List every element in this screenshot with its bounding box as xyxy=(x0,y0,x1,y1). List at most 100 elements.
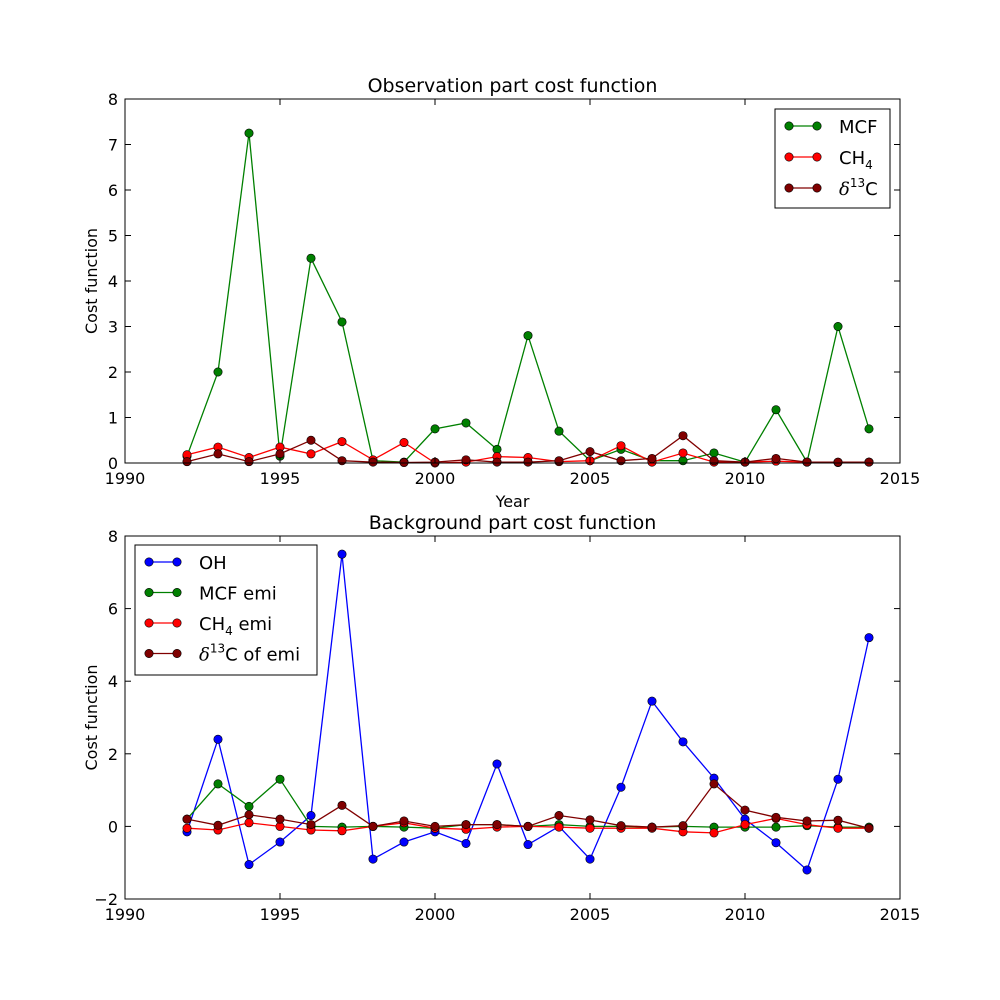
data-point xyxy=(399,837,409,847)
data-point xyxy=(213,820,223,830)
legend: OH MCF emi CH4 emi δ13C of emi xyxy=(134,544,318,676)
legend-marker xyxy=(144,587,154,597)
data-point xyxy=(337,437,347,447)
legend-label: CH4 xyxy=(839,148,873,172)
data-point xyxy=(585,823,595,833)
legend-item: MCF emi xyxy=(144,584,277,605)
legend-label-part: emi xyxy=(233,614,272,635)
data-point xyxy=(864,823,874,833)
x-tick-label: 1995 xyxy=(260,469,301,488)
data-point xyxy=(182,823,192,833)
x-axis-label: Year xyxy=(495,492,530,511)
data-point xyxy=(709,828,719,838)
data-point xyxy=(461,418,471,428)
data-point xyxy=(802,457,812,467)
legend-marker xyxy=(784,183,794,193)
y-tick-label: 8 xyxy=(108,527,118,546)
data-point xyxy=(244,818,254,828)
data-point xyxy=(771,453,781,463)
legend-label-part: 13 xyxy=(850,176,865,190)
x-tick-label: 2005 xyxy=(570,469,611,488)
x-tick-label: 1990 xyxy=(105,905,146,924)
data-point xyxy=(740,820,750,830)
data-point xyxy=(647,696,657,706)
data-point xyxy=(616,441,626,451)
legend-marker xyxy=(812,121,822,131)
series-4 xyxy=(182,779,874,833)
legend-label-part: δ xyxy=(199,645,210,666)
data-point xyxy=(306,253,316,263)
data-point xyxy=(616,821,626,831)
data-point xyxy=(244,457,254,467)
legend-marker xyxy=(812,183,822,193)
data-point xyxy=(678,431,688,441)
data-point xyxy=(678,737,688,747)
series-3 xyxy=(182,431,874,468)
legend-label-part: OH xyxy=(199,553,227,574)
data-point xyxy=(337,549,347,559)
data-point xyxy=(368,821,378,831)
data-point xyxy=(771,812,781,822)
data-point xyxy=(740,805,750,815)
data-point xyxy=(399,438,409,448)
y-tick-label: 4 xyxy=(108,272,118,291)
y-tick-label: 0 xyxy=(108,817,118,836)
data-point xyxy=(306,449,316,459)
y-tick-label: 3 xyxy=(108,318,118,337)
legend-item: MCF xyxy=(784,117,877,138)
data-point xyxy=(399,816,409,826)
legend-label: MCF emi xyxy=(199,584,277,605)
legend-label-part: 4 xyxy=(865,158,873,172)
data-point xyxy=(802,816,812,826)
legend-marker xyxy=(144,648,154,658)
data-point xyxy=(244,860,254,870)
data-point xyxy=(213,449,223,459)
data-point xyxy=(864,633,874,643)
data-point xyxy=(461,455,471,465)
x-tick-label: 2000 xyxy=(415,469,456,488)
x-tick-label: 2010 xyxy=(725,469,766,488)
data-point xyxy=(709,448,719,458)
data-point xyxy=(833,321,843,331)
series-1 xyxy=(182,128,874,467)
data-point xyxy=(833,815,843,825)
x-tick-label: 2015 xyxy=(880,469,921,488)
data-point xyxy=(678,821,688,831)
y-tick-label: 2 xyxy=(108,745,118,764)
legend-item: CH4 xyxy=(784,148,873,172)
y-tick-label: 5 xyxy=(108,227,118,246)
legend-marker xyxy=(172,557,182,567)
y-tick-label: 0 xyxy=(108,454,118,473)
data-point xyxy=(430,821,440,831)
data-point xyxy=(709,456,719,466)
data-point xyxy=(585,854,595,864)
x-tick-label: 2010 xyxy=(725,905,766,924)
data-point xyxy=(244,810,254,820)
chart-title: Background part cost function xyxy=(369,512,656,534)
legend-label: MCF xyxy=(839,117,877,138)
legend-label: δ13C of emi xyxy=(199,642,300,666)
data-point xyxy=(554,456,564,466)
legend: MCF CH4 δ13C xyxy=(774,108,891,209)
legend-item: CH4 emi xyxy=(144,614,272,638)
legend-marker xyxy=(144,618,154,628)
legend-item: δ13C xyxy=(784,176,878,200)
y-tick-label: −2 xyxy=(94,890,118,909)
legend-item: δ13C of emi xyxy=(144,642,300,666)
data-point xyxy=(678,456,688,466)
data-point xyxy=(833,774,843,784)
data-point xyxy=(647,453,657,463)
data-point xyxy=(647,822,657,832)
x-tick-label: 2015 xyxy=(880,905,921,924)
data-point xyxy=(709,779,719,789)
y-tick-label: 4 xyxy=(108,672,118,691)
data-point xyxy=(864,457,874,467)
legend-label-part: 4 xyxy=(225,624,233,638)
data-point xyxy=(585,447,595,457)
legend-label: δ13C xyxy=(839,176,878,200)
y-tick-label: 6 xyxy=(108,600,118,619)
data-point xyxy=(833,457,843,467)
legend-marker xyxy=(784,152,794,162)
legend-label: OH xyxy=(199,553,227,574)
legend-label-part: C xyxy=(865,179,878,200)
